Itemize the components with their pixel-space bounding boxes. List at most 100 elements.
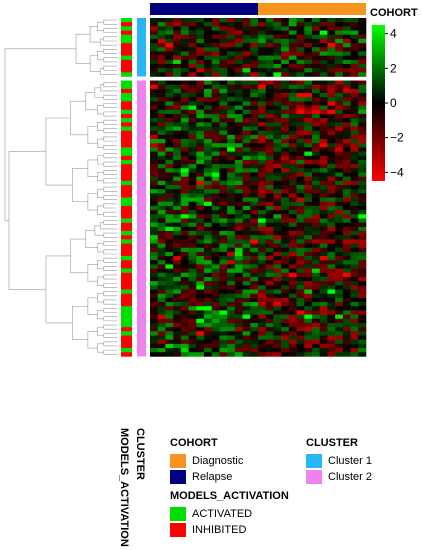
heatmap-cell — [358, 118, 367, 123]
heatmap-cell — [319, 193, 328, 198]
heatmap-cell — [258, 88, 267, 94]
heatmap-cell — [342, 185, 351, 190]
heatmap-cell — [219, 164, 228, 169]
heatmap-cell — [180, 143, 189, 148]
heatmap-cell — [157, 80, 166, 85]
heatmap-cell — [180, 343, 189, 349]
heatmap-cell — [358, 88, 367, 94]
activation-cell — [121, 47, 132, 52]
heatmap-cell — [319, 51, 328, 56]
heatmap-cell — [196, 147, 205, 152]
heatmap-cell — [327, 172, 336, 177]
heatmap-cell — [281, 322, 290, 328]
heatmap-cell — [273, 168, 282, 173]
heatmap-cell — [211, 51, 220, 56]
heatmap-cell — [335, 297, 344, 303]
heatmap-cell — [180, 172, 189, 177]
heatmap-cell — [188, 247, 197, 253]
heatmap-cell — [335, 256, 344, 261]
heatmap-cell — [196, 101, 205, 106]
cluster-segment — [137, 80, 146, 357]
heatmap-cell — [358, 122, 367, 127]
heatmap-cell — [281, 151, 290, 157]
heatmap-cell — [211, 197, 220, 203]
heatmap-cell — [296, 327, 305, 332]
heatmap-cell — [335, 143, 344, 148]
heatmap-cell — [204, 281, 213, 286]
activation-cell — [121, 105, 132, 111]
heatmap-cell — [350, 185, 359, 190]
heatmap-cell — [157, 310, 166, 315]
heatmap-cell — [312, 122, 321, 127]
heatmap-cell — [327, 285, 336, 290]
heatmap-cell — [265, 251, 274, 257]
heatmap-cell — [180, 22, 189, 27]
heatmap-cell — [350, 201, 359, 207]
heatmap-cell — [188, 72, 197, 77]
heatmap-cell — [150, 247, 159, 253]
heatmap-cell — [258, 168, 267, 173]
heatmap-cell — [204, 201, 213, 207]
activation-cell — [121, 205, 132, 211]
heatmap-cell — [234, 176, 243, 182]
heatmap-cell — [188, 268, 197, 274]
heatmap-cell — [196, 59, 205, 65]
heatmap-cell — [250, 38, 259, 44]
heatmap-cell — [273, 276, 282, 282]
heatmap-cell — [312, 243, 321, 249]
activation-cell — [121, 226, 132, 232]
cluster-label: CLUSTER — [134, 428, 146, 480]
heatmap-cell — [304, 235, 313, 240]
heatmap-cell — [312, 55, 321, 61]
legend-item-label: Relapse — [192, 471, 233, 483]
heatmap-cell — [234, 210, 243, 215]
heatmap-cell — [319, 30, 328, 36]
heatmap-cell — [157, 105, 166, 111]
heatmap-cell — [358, 72, 367, 77]
heatmap-cell — [211, 34, 220, 40]
heatmap-cell — [281, 201, 290, 207]
heatmap-cell — [258, 139, 267, 144]
heatmap-cell — [204, 297, 213, 303]
heatmap-cell — [288, 210, 297, 215]
heatmap-cell — [335, 47, 344, 52]
heatmap-cell — [188, 93, 197, 98]
heatmap-cell — [288, 260, 297, 265]
heatmap-cell — [304, 264, 313, 269]
heatmap-cell — [250, 218, 259, 223]
heatmap-cell — [165, 38, 174, 44]
heatmap-cell — [319, 26, 328, 31]
heatmap-cell — [319, 335, 328, 340]
heatmap-cell — [180, 276, 189, 282]
heatmap-cell — [150, 22, 159, 27]
heatmap-cell — [188, 293, 197, 299]
heatmap-cell — [312, 327, 321, 332]
heatmap-cell — [173, 314, 182, 320]
heatmap-cell — [173, 260, 182, 265]
heatmap-cell — [234, 185, 243, 190]
activation-cell — [121, 239, 132, 244]
heatmap-cell — [342, 47, 351, 52]
heatmap-cell — [296, 285, 305, 290]
heatmap-cell — [288, 38, 297, 44]
activation-cell — [121, 30, 132, 36]
heatmap-cell — [219, 113, 228, 119]
heatmap-cell — [273, 243, 282, 249]
heatmap-cell — [296, 118, 305, 123]
heatmap-cell — [258, 201, 267, 207]
heatmap-cell — [319, 109, 328, 115]
heatmap-cell — [204, 51, 213, 56]
heatmap-cell — [234, 151, 243, 157]
heatmap-cell — [227, 343, 236, 349]
heatmap-cell — [211, 88, 220, 94]
heatmap-cell — [304, 26, 313, 31]
heatmap-cell — [227, 164, 236, 169]
heatmap-cell — [327, 348, 336, 353]
heatmap-cell — [350, 147, 359, 152]
heatmap-cell — [157, 339, 166, 345]
heatmap-cell — [273, 126, 282, 131]
activation-cell — [121, 272, 132, 278]
heatmap-cell — [150, 34, 159, 40]
heatmap-cell — [234, 172, 243, 177]
dendrogram-branch — [97, 155, 104, 165]
